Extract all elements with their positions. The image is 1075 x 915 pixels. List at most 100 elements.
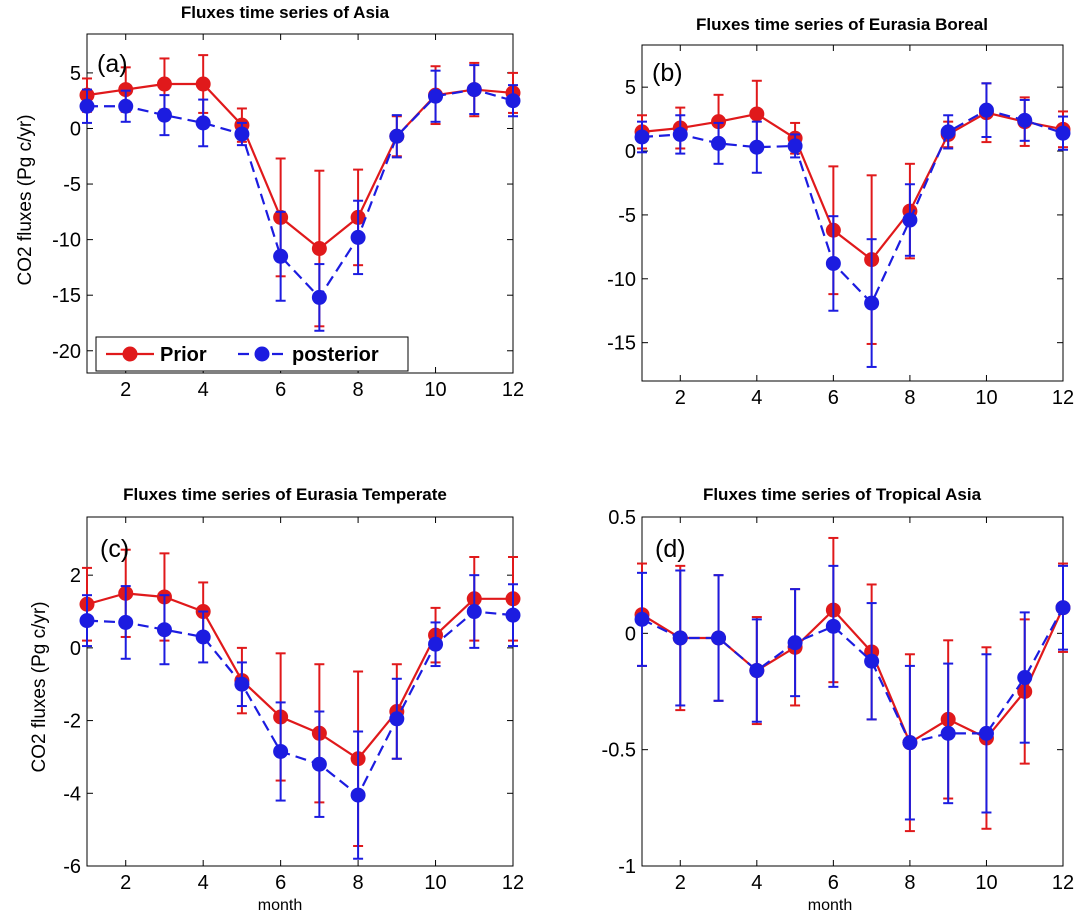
prior-line	[86, 592, 513, 761]
posterior-point	[195, 629, 211, 645]
panel-d-title: Fluxes time series of Tropical Asia	[703, 485, 982, 504]
panel-a-plot: 2 4 6 8 10 12 -20 -15 -10 -5 0 5 (a) Prior posterior	[52, 33, 524, 401]
posterior-point	[350, 229, 366, 245]
prior-line	[86, 82, 514, 250]
x-tick-label: 4	[751, 872, 762, 894]
panel-b-title: Fluxes time series of Eurasia Boreal	[696, 15, 988, 34]
posterior-point	[978, 102, 994, 118]
posterior-point	[350, 787, 366, 803]
x-tick-label: 2	[675, 387, 686, 409]
posterior-point	[711, 135, 727, 151]
y-tick-label: 0	[70, 118, 81, 140]
posterior-point	[234, 676, 250, 692]
prior-point	[156, 76, 172, 92]
posterior-point	[711, 630, 727, 646]
posterior-point	[902, 735, 918, 751]
posterior-point	[389, 128, 405, 144]
prior-point	[311, 241, 327, 257]
x-tick-label: 6	[828, 872, 839, 894]
x-tick-label: 8	[353, 872, 364, 894]
posterior-point	[428, 88, 444, 104]
y-tick-label: -10	[52, 230, 81, 252]
x-tick-label: 2	[120, 872, 131, 894]
legend-posterior-label: posterior	[292, 344, 379, 366]
panel-c-label: (c)	[100, 535, 129, 563]
posterior-point	[156, 622, 172, 638]
posterior-point	[505, 607, 521, 623]
posterior-point	[940, 124, 956, 140]
y-tick-label: -4	[63, 783, 81, 805]
prior-line	[641, 607, 1065, 745]
posterior-point	[672, 630, 688, 646]
posterior-point	[749, 139, 765, 155]
posterior-point	[118, 98, 134, 114]
panel-b-axes-box	[641, 44, 1064, 382]
posterior-point	[1017, 112, 1033, 128]
x-tick-label: 10	[975, 387, 997, 409]
posterior-point	[273, 248, 289, 264]
x-tick-label: 4	[198, 872, 209, 894]
legend-prior-marker	[122, 346, 138, 362]
panel-b-plot: 2 4 6 8 10 12 -15 -10 -5 0 5 (b)	[607, 44, 1074, 409]
y-tick-label: -5	[618, 205, 636, 227]
posterior-point	[749, 663, 765, 679]
posterior-point	[787, 635, 803, 651]
posterior-point	[864, 295, 880, 311]
posterior-point	[978, 725, 994, 741]
y-tick-label: 0	[625, 141, 636, 163]
posterior-point	[1017, 670, 1033, 686]
posterior-point	[79, 613, 95, 629]
posterior-point	[825, 618, 841, 634]
x-tick-label: 4	[751, 387, 762, 409]
prior-point	[711, 114, 727, 130]
y-tick-label: -5	[63, 174, 81, 196]
y-tick-label: -0.5	[602, 740, 636, 762]
posterior-point	[940, 725, 956, 741]
posterior-point	[864, 653, 880, 669]
x-tick-label: 10	[424, 872, 446, 894]
y-tick-label: 5	[625, 77, 636, 99]
x-tick-label: 10	[424, 379, 446, 401]
x-tick-label: 2	[675, 872, 686, 894]
panel-c: Fluxes time series of Eurasia Temperate …	[29, 485, 524, 914]
x-tick-label: 8	[353, 379, 364, 401]
posterior-point	[156, 107, 172, 123]
y-tick-label: -20	[52, 341, 81, 363]
y-tick-label: -10	[607, 269, 636, 291]
y-tick-label: 0.5	[608, 507, 636, 529]
prior-line	[641, 111, 1064, 262]
panel-a-axes-box	[86, 33, 514, 374]
posterior-point	[634, 129, 650, 145]
y-tick-label: 0	[70, 638, 81, 660]
y-tick-label: 2	[70, 565, 81, 587]
x-tick-label: 10	[975, 872, 997, 894]
panel-c-ylabel: CO2 fluxes (Pg c/yr)	[29, 601, 50, 772]
posterior-point	[672, 126, 688, 142]
posterior-point	[902, 212, 918, 228]
posterior-point	[311, 289, 327, 305]
legend-posterior-marker	[254, 346, 270, 362]
posterior-line	[86, 610, 514, 797]
panel-d: Fluxes time series of Tropical Asia mont…	[602, 485, 1075, 914]
posterior-line	[641, 108, 1064, 305]
panel-a-ylabel: CO2 fluxes (Pg c/yr)	[15, 114, 36, 285]
x-tick-label: 4	[198, 379, 209, 401]
y-tick-label: -15	[607, 333, 636, 355]
x-tick-label: 12	[502, 872, 524, 894]
x-tick-label: 6	[275, 379, 286, 401]
posterior-point	[79, 98, 95, 114]
posterior-point	[311, 756, 327, 772]
panel-a-label: (a)	[97, 50, 128, 78]
posterior-point	[389, 711, 405, 727]
posterior-point	[634, 611, 650, 627]
panel-d-axes-box	[641, 516, 1064, 867]
panel-c-title: Fluxes time series of Eurasia Temperate	[123, 485, 447, 504]
panel-c-axes-box	[86, 516, 514, 867]
x-tick-label: 12	[502, 379, 524, 401]
posterior-point	[118, 614, 134, 630]
posterior-point	[1055, 600, 1071, 616]
posterior-point	[1055, 125, 1071, 141]
y-tick-label: 5	[70, 63, 81, 85]
panel-b-label: (b)	[652, 59, 683, 87]
